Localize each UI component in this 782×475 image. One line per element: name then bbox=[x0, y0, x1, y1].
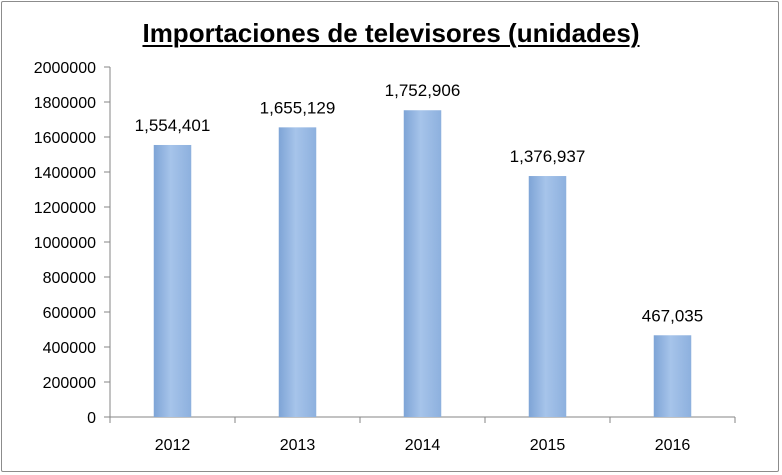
bar-2014 bbox=[403, 110, 442, 417]
data-labels: 1,554,401 1,655,129 1,752,906 1,376,937 467,… bbox=[135, 81, 704, 325]
y-tick-label: 200000 bbox=[43, 375, 96, 392]
x-axis-ticks: 2012 2013 2014 2015 2016 bbox=[109, 417, 736, 454]
y-tick-label: 1200000 bbox=[34, 200, 96, 217]
y-tick-label: 1000000 bbox=[34, 235, 96, 252]
data-label-2013: 1,655,129 bbox=[260, 98, 336, 117]
bar-2012 bbox=[153, 144, 192, 417]
bar-2016 bbox=[653, 335, 692, 417]
x-tick-label: 2015 bbox=[530, 437, 566, 454]
x-tick-label: 2016 bbox=[655, 437, 691, 454]
x-tick-label: 2014 bbox=[405, 437, 441, 454]
y-tick-label: 600000 bbox=[43, 305, 96, 322]
x-tick-label: 2012 bbox=[155, 437, 191, 454]
bar-series bbox=[153, 110, 692, 418]
chart-title: Importaciones de televisores (unidades) bbox=[142, 18, 640, 48]
y-tick-label: 1400000 bbox=[34, 165, 96, 182]
y-tick-label: 400000 bbox=[43, 340, 96, 357]
data-label-2015: 1,376,937 bbox=[510, 147, 586, 166]
y-tick-label: 0 bbox=[87, 410, 96, 427]
x-tick-label: 2013 bbox=[280, 437, 316, 454]
y-tick-label: 800000 bbox=[43, 270, 96, 287]
bar-2015 bbox=[528, 176, 567, 417]
data-label-2012: 1,554,401 bbox=[135, 116, 211, 135]
y-tick-label: 1800000 bbox=[34, 95, 96, 112]
bar-2013 bbox=[278, 127, 317, 418]
data-label-2014: 1,752,906 bbox=[385, 81, 461, 100]
y-tick-label: 2000000 bbox=[34, 60, 96, 77]
y-axis-ticks: 0 200000 400000 600000 800000 1000000 1200000 1… bbox=[34, 60, 110, 427]
y-tick-label: 1600000 bbox=[34, 130, 96, 147]
data-label-2016: 467,035 bbox=[642, 306, 703, 325]
